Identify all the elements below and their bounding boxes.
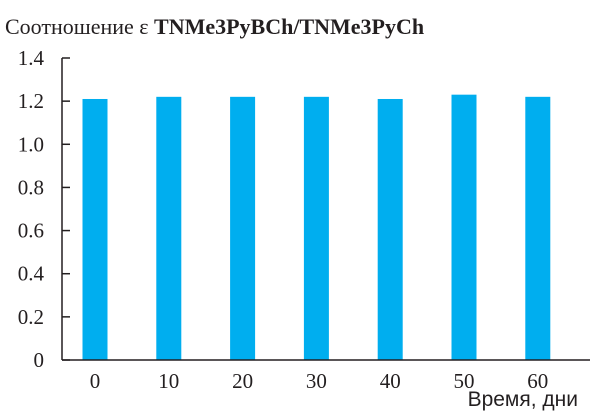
- bar-60: [525, 96, 551, 360]
- y-axis-ticks: 0 0.2 0.4 0.6 0.8 1.0 1.2 1.4: [18, 46, 70, 372]
- bar-0: [82, 98, 108, 360]
- x-tick-label: 0: [90, 369, 101, 393]
- bar-40: [377, 98, 403, 360]
- bar-50: [451, 94, 477, 361]
- bar-20: [230, 96, 256, 360]
- bar-30: [303, 96, 329, 360]
- bar-series: [82, 94, 551, 361]
- bar-10: [156, 96, 182, 360]
- y-tick-label: 0.8: [18, 175, 44, 199]
- x-tick-label: 50: [454, 369, 475, 393]
- y-tick-label: 1.2: [18, 89, 44, 113]
- x-axis-label: Время, дни: [468, 388, 578, 411]
- y-tick-label: 1.4: [18, 46, 45, 70]
- x-axis-ticks: 0 10 20 30 40 50 60: [90, 369, 549, 393]
- chart-title-formula: TNMe3PyBCh/TNMe3PyCh: [154, 14, 424, 39]
- y-tick-label: 1.0: [18, 132, 44, 156]
- y-tick-label: 0: [34, 348, 45, 372]
- chart-title: Соотношение ε TNMe3PyBCh/TNMe3PyCh: [5, 14, 424, 39]
- x-tick-label: 10: [158, 369, 179, 393]
- y-tick-label: 0.6: [18, 219, 44, 243]
- x-tick-label: 60: [527, 369, 548, 393]
- x-tick-label: 40: [380, 369, 401, 393]
- x-tick-label: 30: [306, 369, 327, 393]
- y-tick-label: 0.2: [18, 305, 44, 329]
- x-tick-label: 20: [232, 369, 253, 393]
- chart-title-prefix: Соотношение ε: [5, 14, 154, 39]
- y-tick-label: 0.4: [18, 262, 45, 286]
